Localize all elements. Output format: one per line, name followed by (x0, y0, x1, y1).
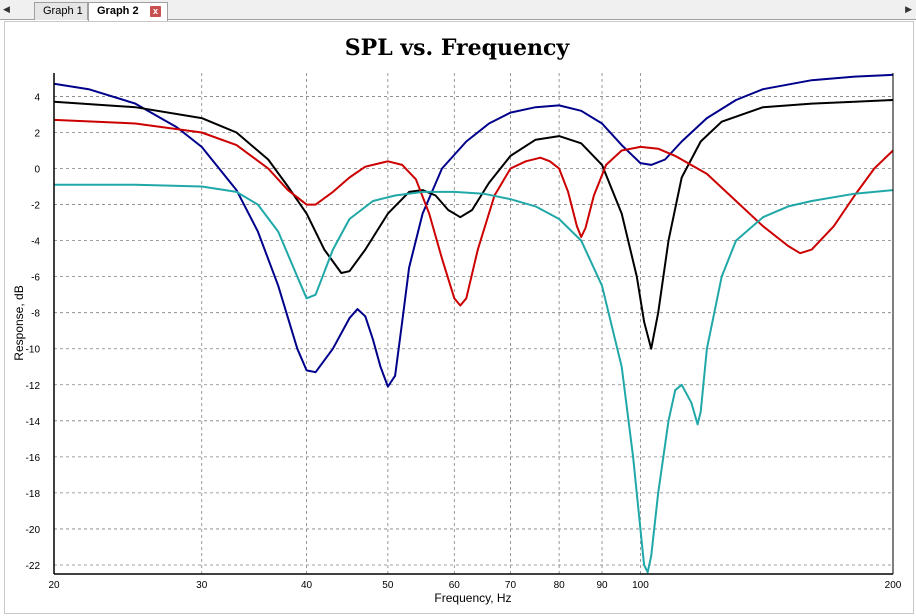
tab-bar: ◀ Graph 1 Graph 2 x ▶ (0, 0, 916, 21)
close-icon[interactable]: x (150, 6, 161, 17)
x-tick-label: 30 (196, 580, 208, 591)
y-tick-label: -6 (31, 273, 40, 284)
x-tick-label: 90 (596, 580, 608, 591)
x-axis-label: Frequency, Hz (434, 591, 511, 605)
y-tick-label: -2 (31, 201, 40, 212)
series-line-3 (53, 118, 894, 307)
y-tick-label: 2 (34, 128, 40, 139)
x-tick-labels: 20 30 40 50 60 70 80 90 100 200 (48, 580, 901, 591)
x-tick-label: 60 (449, 580, 461, 591)
series-line-2 (53, 99, 894, 350)
x-tick-label: 100 (632, 580, 649, 591)
y-tick-label: -16 (26, 453, 41, 464)
scroll-left-icon[interactable]: ◀ (3, 4, 10, 14)
tab-graph-2[interactable]: Graph 2 x (88, 2, 168, 21)
axes (53, 73, 894, 575)
tab-graph-1[interactable]: Graph 1 (34, 2, 88, 20)
y-tick-label: -22 (26, 561, 41, 572)
x-tick-label: 50 (382, 580, 394, 591)
chart-panel (4, 21, 914, 614)
x-tick-label: 40 (301, 580, 313, 591)
x-tick-label: 20 (48, 580, 60, 591)
y-tick-label: -12 (26, 381, 41, 392)
scroll-right-icon[interactable]: ▶ (905, 4, 912, 14)
tab-graph-1-label: Graph 1 (43, 5, 83, 17)
y-tick-label: -8 (31, 309, 40, 320)
x-tick-label: 200 (885, 580, 902, 591)
y-tick-label: 0 (34, 165, 40, 176)
series-group (53, 73, 894, 574)
x-tick-label: 80 (554, 580, 566, 591)
y-tick-label: -20 (26, 525, 41, 536)
y-tick-label: -18 (26, 489, 41, 500)
y-tick-labels: 4 2 0 -2 -4 -6 -8 -10 -12 -14 -16 -18 -20 -22 (26, 92, 41, 572)
series-line-4 (54, 183, 894, 574)
grid-lines (54, 73, 894, 574)
y-axis-label: Response, dB (12, 285, 26, 360)
y-tick-label: -14 (26, 417, 41, 428)
y-tick-label: -4 (31, 237, 40, 248)
y-tick-label: 4 (34, 92, 40, 103)
y-tick-label: -10 (26, 345, 41, 356)
x-tick-label: 70 (505, 580, 517, 591)
chart-title: SPL vs. Frequency (345, 35, 571, 61)
tab-graph-2-label: Graph 2 (97, 5, 139, 17)
